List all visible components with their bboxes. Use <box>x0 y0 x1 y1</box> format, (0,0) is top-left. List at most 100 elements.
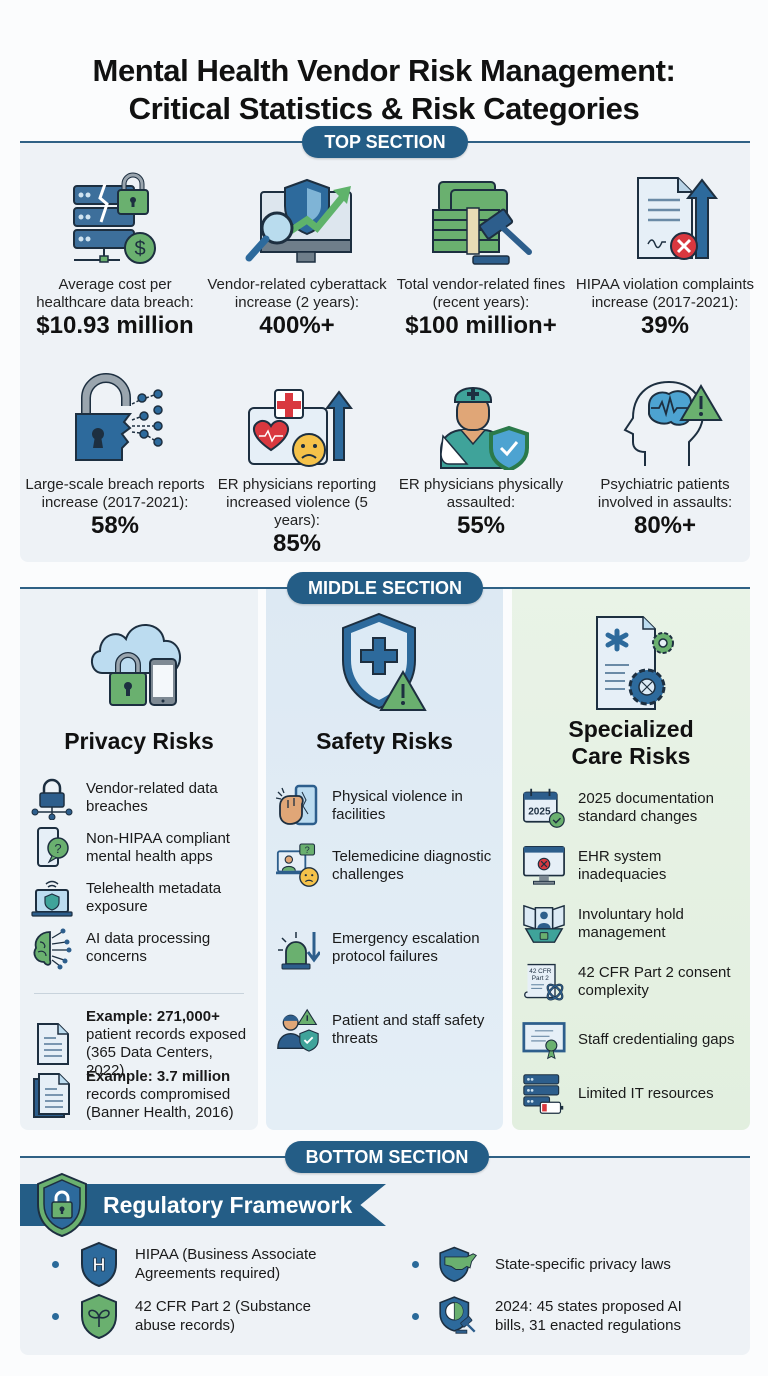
safety-risks-title: Safety Risks <box>316 728 453 754</box>
specialized-care-risks-column: Specialized Care Risks 2025 2025 documen… <box>512 588 750 1130</box>
title-line-1: Mental Health Vendor Risk Management: <box>92 53 676 88</box>
svg-text:?: ? <box>54 841 61 856</box>
regulation-item: State-specific privacy laws <box>412 1240 671 1288</box>
cloud-lock-phone-icon <box>20 608 258 718</box>
stat-value: 80%+ <box>633 512 697 539</box>
fist-broken-screen-icon <box>276 784 320 828</box>
safety-item-text: Emergency escalation protocol failures <box>332 930 480 965</box>
shield-magnifier-trend-icon <box>206 170 388 270</box>
svg-text:42 CFR: 42 CFR <box>529 968 551 975</box>
specialized-item: Staff credentialing gaps <box>522 1018 744 1062</box>
alarm-light-down-arrow-icon <box>276 926 320 970</box>
regulation-text: HIPAA (Business Associate Agreements req… <box>135 1246 317 1282</box>
medical-heart-sad-arrow-icon <box>206 370 388 470</box>
title-line-2: Critical Statistics & Risk Categories <box>128 91 640 126</box>
bullet-dot <box>52 1260 59 1268</box>
safety-item-text: Telemedicine diagnostic challenges <box>332 848 492 883</box>
specialized-item: 2025 2025 documentation standard changes <box>522 786 744 830</box>
stat-label: Vendor-related cyberattack increase (2 y… <box>207 276 387 311</box>
stat-card-er-violence: ER physicians reporting increased violen… <box>206 370 388 558</box>
stat-label: HIPAA violation complaints increase (201… <box>575 276 755 311</box>
person-warning-shield-icon <box>276 1008 320 1052</box>
bullet-dot <box>52 1312 59 1320</box>
specialized-care-risks-title: Specialized Care Risks <box>512 716 750 770</box>
privacy-risks-title: Privacy Risks <box>64 728 214 754</box>
stat-card-er-assaulted: ER physicians physically assaulted: 55% <box>390 370 572 540</box>
privacy-example-text: Example: 3.7 million records compromised… <box>86 1068 252 1122</box>
page-title: Mental Health Vendor Risk Management: Cr… <box>0 52 768 128</box>
svg-text:Part 2: Part 2 <box>532 975 550 982</box>
shield-usa-map-icon <box>437 1240 481 1288</box>
stat-value: $100 million+ <box>405 312 557 339</box>
shield-h-icon: H <box>77 1240 121 1288</box>
shield-cross-warning-icon <box>266 608 503 718</box>
svg-text:2025: 2025 <box>528 806 551 817</box>
privacy-item: ? Non-HIPAA compliant mental health apps <box>30 826 252 870</box>
privacy-item-text: Non-HIPAA compliant mental health apps <box>86 830 230 865</box>
example-highlight: Example: 271,000+ <box>86 1008 220 1025</box>
regulation-item: H HIPAA (Business Associate Agreements r… <box>52 1240 345 1288</box>
money-gavel-icon <box>390 170 572 270</box>
middle-section-label: MIDDLE SECTION <box>287 572 483 604</box>
stat-value: $10.93 million <box>36 312 194 339</box>
involuntary-hold-icon <box>522 902 566 946</box>
stat-value: 39% <box>640 312 690 339</box>
stat-value: 400%+ <box>259 312 335 339</box>
privacy-item: Vendor-related data breaches <box>30 776 252 820</box>
monitor-error-icon <box>522 844 566 888</box>
safety-item-text: Physical violence in facilities <box>332 788 463 823</box>
specialized-item-text: EHR system inadequacies <box>578 848 667 883</box>
documents-stack-icon <box>30 1073 74 1118</box>
injured-physician-shield-icon <box>390 370 572 470</box>
regulation-item: 2024: 45 states proposed AI bills, 31 en… <box>412 1292 705 1340</box>
svg-text:$: $ <box>134 238 145 260</box>
brain-warning-icon <box>574 370 756 470</box>
stat-label: Total vendor-related fines (recent years… <box>396 276 566 311</box>
top-section-label: TOP SECTION <box>302 126 468 158</box>
specialized-item-text: Limited IT resources <box>578 1085 714 1102</box>
laptop-wifi-shield-icon <box>30 876 74 920</box>
regulatory-framework-heading: Regulatory Framework <box>103 1192 353 1218</box>
regulation-item: 42 CFR Part 2 (Substance abuse records) <box>52 1292 325 1340</box>
safety-item: ? Telemedicine diagnostic challenges <box>276 843 497 888</box>
svg-text:H: H <box>93 1255 106 1275</box>
stat-label: ER physicians physically assaulted: <box>398 476 564 511</box>
specialized-item: Limited IT resources <box>522 1072 744 1116</box>
safety-item: Patient and staff safety threats <box>276 1008 497 1052</box>
example-detail: patient records exposed (365 Data Center… <box>86 1026 247 1079</box>
specialized-item: Involuntary hold management <box>522 902 744 946</box>
stat-label: Psychiatric patients involved in assault… <box>597 476 733 511</box>
privacy-item-text: Telehealth metadata exposure <box>86 880 222 915</box>
stat-card-cyberattack-increase: Vendor-related cyberattack increase (2 y… <box>206 170 388 340</box>
title-line-2: Care Risks <box>571 743 691 769</box>
specialized-item-text: Involuntary hold management <box>578 906 684 941</box>
network-lock-icon <box>30 776 74 820</box>
certificate-icon <box>522 1018 566 1062</box>
regulation-text: 42 CFR Part 2 (Substance abuse records) <box>135 1298 311 1334</box>
privacy-item: AI data processing concerns <box>30 926 252 970</box>
privacy-example: Example: 3.7 million records compromised… <box>30 1068 252 1122</box>
bottom-section-label: BOTTOM SECTION <box>285 1141 489 1173</box>
stat-card-breach-reports: Large-scale breach reports increase (201… <box>24 370 206 540</box>
shield-brain-gavel-icon <box>437 1292 481 1340</box>
stat-value: 85% <box>272 530 322 557</box>
ai-brain-circuit-icon <box>30 926 74 970</box>
safety-item-text: Patient and staff safety threats <box>332 1012 485 1047</box>
document-icon <box>30 1022 74 1066</box>
privacy-item: Telehealth metadata exposure <box>30 876 252 920</box>
phone-question-icon: ? <box>30 826 74 870</box>
server-breach-dollar-icon: $ <box>24 170 206 270</box>
bullet-dot <box>412 1260 419 1268</box>
server-low-battery-icon <box>522 1072 566 1116</box>
specialized-item-text: 2025 documentation standard changes <box>578 790 714 825</box>
specialized-item-text: 42 CFR Part 2 consent complexity <box>578 964 731 999</box>
regulation-text: State-specific privacy laws <box>495 1255 671 1273</box>
stat-card-fines: Total vendor-related fines (recent years… <box>390 170 572 340</box>
privacy-example: Example: 271,000+ patient records expose… <box>30 1008 252 1080</box>
stat-label: Large-scale breach reports increase (201… <box>25 476 205 511</box>
regulation-text: 2024: 45 states proposed AI bills, 31 en… <box>495 1298 682 1334</box>
title-line-1: Specialized <box>568 716 694 742</box>
document-gears-icon <box>512 608 750 718</box>
privacy-item-text: Vendor-related data breaches <box>86 780 218 815</box>
